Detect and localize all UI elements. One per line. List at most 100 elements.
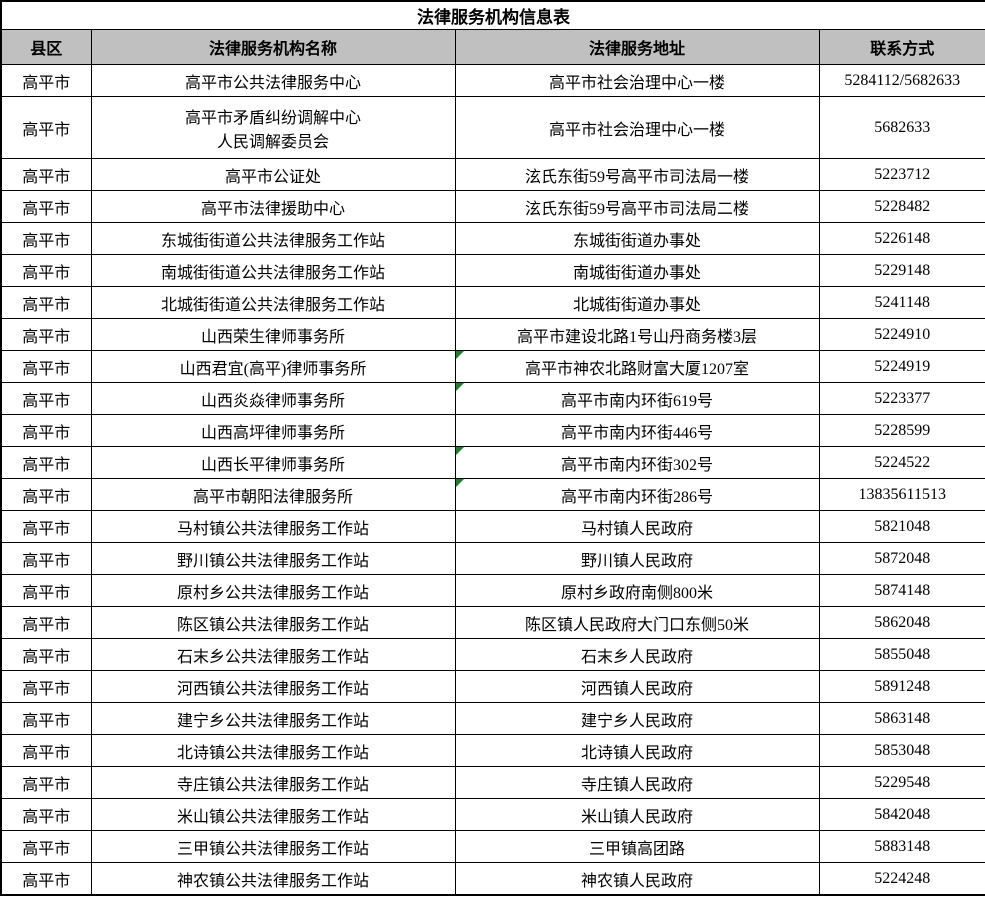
- address-cell: 野川镇人民政府: [454, 542, 820, 575]
- address-cell: 米山镇人民政府: [454, 798, 820, 831]
- address-text: 石末乡人民政府: [580, 648, 693, 666]
- district-cell: 高平市: [0, 96, 92, 159]
- name-cell: 河西镇公共法律服务工作站: [90, 670, 456, 703]
- name-line-1: 野川镇公共法律服务工作站: [176, 552, 369, 570]
- name-line-1: 山西君宜(高平)律师事务所: [179, 360, 367, 378]
- address-text: 高平市南内环街446号: [560, 424, 713, 442]
- name-line-1: 米山镇公共法律服务工作站: [176, 808, 369, 826]
- address-cell: 原村乡政府南侧800米: [454, 574, 820, 607]
- address-cell: 三甲镇高团路: [454, 830, 820, 863]
- column-header-contact: 联系方式: [818, 29, 985, 65]
- name-line-1: 北城街街道公共法律服务工作站: [160, 296, 385, 314]
- district-cell: 高平市: [0, 382, 92, 415]
- name-cell: 三甲镇公共法律服务工作站: [90, 830, 456, 863]
- address-text: 河西镇人民政府: [580, 680, 693, 698]
- table-row: 高平市 建宁乡公共法律服务工作站 建宁乡人民政府 5863148: [0, 702, 985, 735]
- address-text: 马村镇人民政府: [580, 520, 693, 538]
- address-text: 北诗镇人民政府: [580, 744, 693, 762]
- name-line-1: 北诗镇公共法律服务工作站: [176, 744, 369, 762]
- contact-cell: 5874148: [818, 574, 985, 607]
- name-line-1: 高平市朝阳法律服务所: [192, 488, 353, 506]
- name-line-2: 人民调解委员会: [216, 133, 329, 151]
- contact-cell: 5883148: [818, 830, 985, 863]
- table-row: 高平市 山西荣生律师事务所 高平市建设北路1号山丹商务楼3层 5224910: [0, 318, 985, 351]
- district-cell: 高平市: [0, 350, 92, 383]
- contact-cell: 5228599: [818, 414, 985, 447]
- table-row: 高平市 马村镇公共法律服务工作站 马村镇人民政府 5821048: [0, 510, 985, 543]
- name-cell: 山西荣生律师事务所: [90, 318, 456, 351]
- table-row: 高平市 山西长平律师事务所 高平市南内环街302号 5224522: [0, 446, 985, 479]
- district-cell: 高平市: [0, 830, 92, 863]
- address-cell: 河西镇人民政府: [454, 670, 820, 703]
- district-cell: 高平市: [0, 414, 92, 447]
- address-cell: 石末乡人民政府: [454, 638, 820, 671]
- district-cell: 高平市: [0, 670, 92, 703]
- name-line-1: 山西炎焱律师事务所: [200, 392, 345, 410]
- district-cell: 高平市: [0, 254, 92, 287]
- table-row: 高平市 野川镇公共法律服务工作站 野川镇人民政府 5872048: [0, 542, 985, 575]
- table-row: 高平市 三甲镇公共法律服务工作站 三甲镇高团路 5883148: [0, 830, 985, 863]
- address-text: 神农镇人民政府: [580, 872, 693, 890]
- table-row: 高平市 高平市公证处 泫氏东街59号高平市司法局一楼 5223712: [0, 158, 985, 191]
- address-text: 野川镇人民政府: [580, 552, 693, 570]
- name-line-1: 高平市法律援助中心: [200, 200, 345, 218]
- name-line-1: 高平市矛盾纠纷调解中心: [184, 109, 361, 127]
- table-row: 高平市 东城街街道公共法律服务工作站 东城街街道办事处 5226148: [0, 222, 985, 255]
- address-cell: 东城街街道办事处: [454, 222, 820, 255]
- name-cell: 陈区镇公共法律服务工作站: [90, 606, 456, 639]
- contact-cell: 5226148: [818, 222, 985, 255]
- address-text: 陈区镇人民政府大门口东侧50米: [524, 616, 749, 634]
- table-row: 高平市 高平市法律援助中心 泫氏东街59号高平市司法局二楼 5228482: [0, 190, 985, 223]
- address-text: 建宁乡人民政府: [580, 712, 693, 730]
- table-row: 高平市 南城街街道公共法律服务工作站 南城街街道办事处 5229148: [0, 254, 985, 287]
- address-cell: 高平市南内环街302号: [454, 446, 820, 479]
- table-row: 高平市 米山镇公共法律服务工作站 米山镇人民政府 5842048: [0, 798, 985, 831]
- table-row: 高平市 山西炎焱律师事务所 高平市南内环街619号 5223377: [0, 382, 985, 415]
- table-row: 高平市 高平市朝阳法律服务所 高平市南内环街286号 13835611513: [0, 478, 985, 511]
- address-cell: 寺庄镇人民政府: [454, 766, 820, 799]
- address-cell: 高平市南内环街619号: [454, 382, 820, 415]
- district-cell: 高平市: [0, 542, 92, 575]
- name-cell: 高平市法律援助中心: [90, 190, 456, 223]
- header-row: 县区 法律服务机构名称 法律服务地址 联系方式: [0, 29, 985, 65]
- address-text: 北城街街道办事处: [572, 296, 701, 314]
- district-cell: 高平市: [0, 64, 92, 97]
- name-cell: 高平市矛盾纠纷调解中心 人民调解委员会: [90, 96, 456, 159]
- address-text: 泫氏东街59号高平市司法局二楼: [524, 200, 749, 218]
- name-line-1: 三甲镇公共法律服务工作站: [176, 840, 369, 858]
- name-line-1: 山西荣生律师事务所: [200, 328, 345, 346]
- district-cell: 高平市: [0, 446, 92, 479]
- name-cell: 高平市公证处: [90, 158, 456, 191]
- district-cell: 高平市: [0, 798, 92, 831]
- contact-cell: 5872048: [818, 542, 985, 575]
- contact-cell: 5224248: [818, 862, 985, 896]
- contact-cell: 5241148: [818, 286, 985, 319]
- address-text: 高平市神农北路财富大厦1207室: [524, 360, 749, 378]
- name-cell: 南城街街道公共法律服务工作站: [90, 254, 456, 287]
- address-cell: 高平市南内环街286号: [454, 478, 820, 511]
- name-cell: 寺庄镇公共法律服务工作站: [90, 766, 456, 799]
- name-cell: 山西炎焱律师事务所: [90, 382, 456, 415]
- name-cell: 高平市朝阳法律服务所: [90, 478, 456, 511]
- name-line-1: 高平市公证处: [224, 168, 321, 186]
- contact-cell: 5842048: [818, 798, 985, 831]
- address-text: 高平市南内环街619号: [560, 392, 713, 410]
- name-line-1: 山西高坪律师事务所: [200, 424, 345, 442]
- address-cell: 南城街街道办事处: [454, 254, 820, 287]
- name-line-1: 高平市公共法律服务中心: [184, 74, 361, 92]
- column-header-name: 法律服务机构名称: [90, 29, 456, 65]
- contact-cell: 5862048: [818, 606, 985, 639]
- name-cell: 米山镇公共法律服务工作站: [90, 798, 456, 831]
- contact-cell: 5682633: [818, 96, 985, 159]
- district-cell: 高平市: [0, 862, 92, 896]
- table-row: 高平市 河西镇公共法律服务工作站 河西镇人民政府 5891248: [0, 670, 985, 703]
- district-cell: 高平市: [0, 478, 92, 511]
- contact-cell: 5821048: [818, 510, 985, 543]
- name-cell: 原村乡公共法律服务工作站: [90, 574, 456, 607]
- district-cell: 高平市: [0, 734, 92, 767]
- address-cell: 马村镇人民政府: [454, 510, 820, 543]
- name-line-1: 建宁乡公共法律服务工作站: [176, 712, 369, 730]
- table-row: 高平市 原村乡公共法律服务工作站 原村乡政府南侧800米 5874148: [0, 574, 985, 607]
- table-row: 高平市 高平市矛盾纠纷调解中心 人民调解委员会 高平市社会治理中心一楼 5682…: [0, 96, 985, 159]
- address-cell: 神农镇人民政府: [454, 862, 820, 896]
